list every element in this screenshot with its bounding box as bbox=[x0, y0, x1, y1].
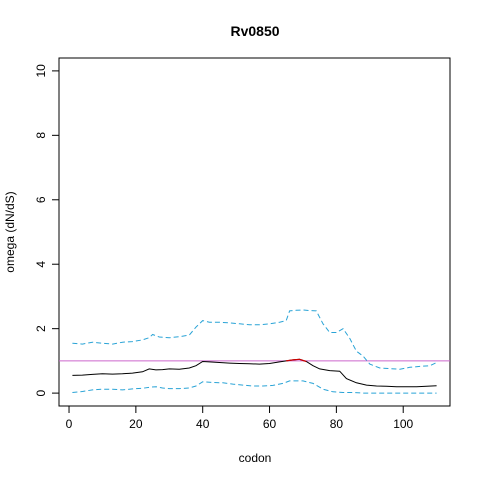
y-axis: 0 2 4 6 8 10 bbox=[34, 64, 60, 396]
x-axis-label: codon bbox=[239, 451, 272, 465]
x-axis: 0 20 40 60 80 100 bbox=[66, 405, 414, 431]
omega-ci-lower-line bbox=[72, 380, 437, 394]
y-tick-label: 2 bbox=[34, 325, 48, 332]
y-tick-label: 10 bbox=[34, 64, 48, 78]
x-tick-label: 80 bbox=[330, 417, 344, 431]
y-tick-label: 0 bbox=[34, 389, 48, 396]
chart-title: Rv0850 bbox=[230, 23, 279, 39]
plot-frame bbox=[58, 57, 451, 407]
omega-ci-upper-line bbox=[72, 309, 437, 370]
omega-above-one-segment bbox=[286, 358, 307, 363]
series-layer bbox=[59, 309, 450, 394]
x-tick-label: 60 bbox=[263, 417, 277, 431]
y-tick-label: 8 bbox=[34, 132, 48, 139]
x-tick-label: 100 bbox=[393, 417, 413, 431]
y-tick-label: 4 bbox=[34, 261, 48, 268]
y-axis-label: omega (dN/dS) bbox=[3, 191, 17, 272]
x-tick-label: 20 bbox=[129, 417, 143, 431]
y-tick-label: 6 bbox=[34, 196, 48, 203]
x-tick-label: 40 bbox=[196, 417, 210, 431]
omega-estimate-line bbox=[72, 358, 437, 388]
x-tick-label: 0 bbox=[66, 417, 73, 431]
